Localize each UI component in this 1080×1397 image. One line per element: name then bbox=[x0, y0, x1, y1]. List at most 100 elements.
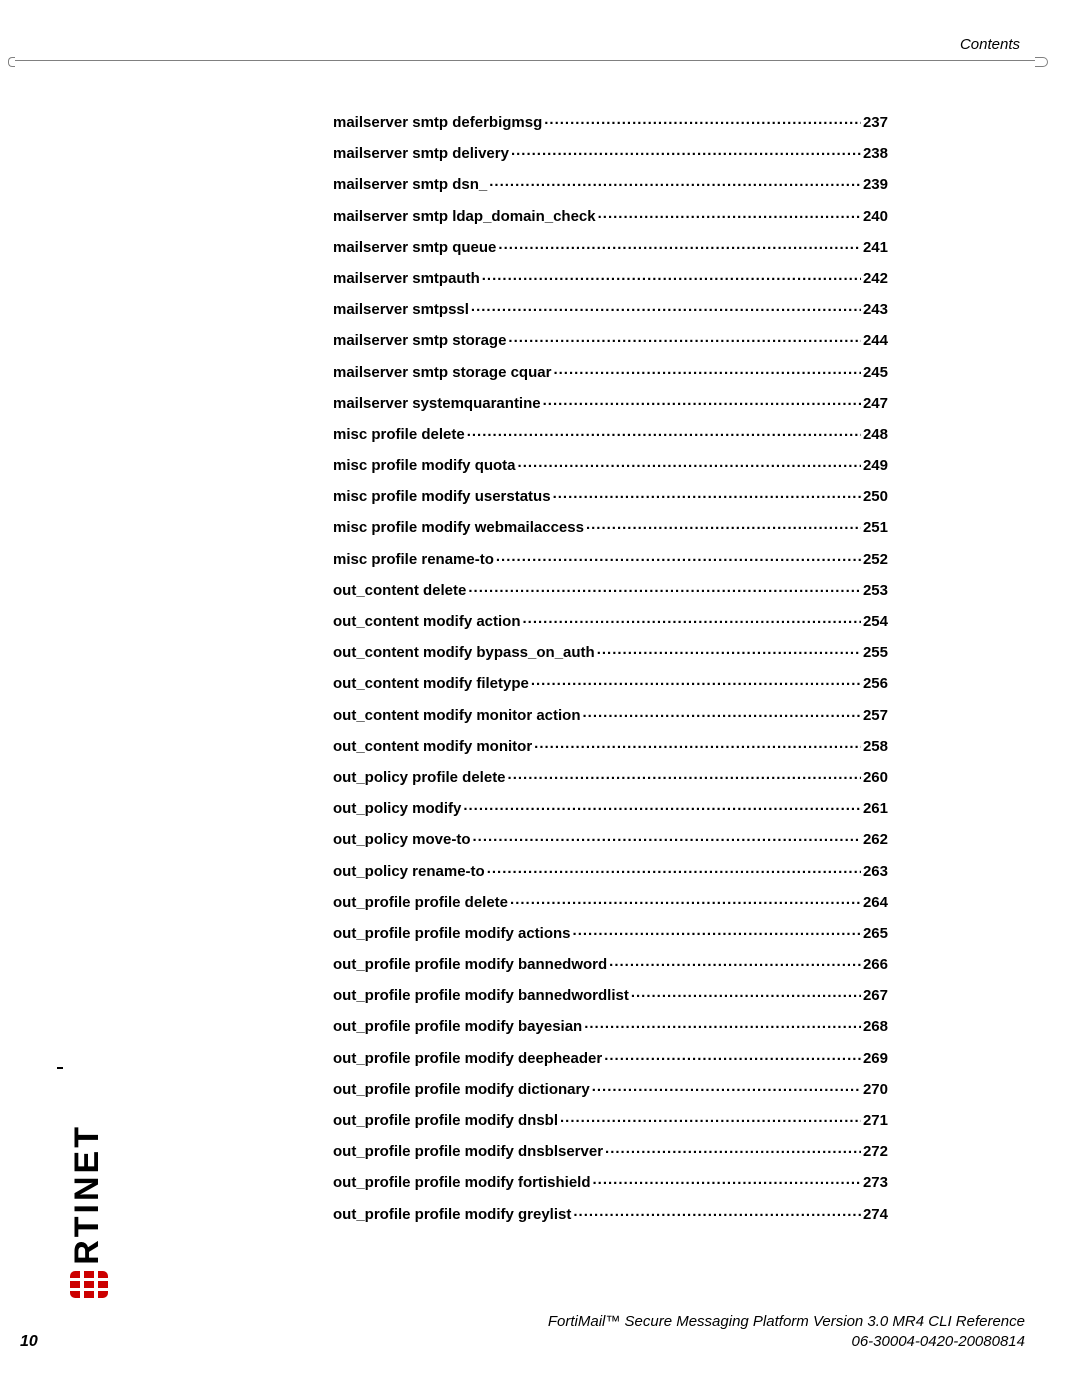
toc-entry[interactable]: mailserver systemquarantine 247 bbox=[333, 393, 888, 411]
toc-leader-dots bbox=[560, 1110, 861, 1125]
toc-entry-page: 261 bbox=[863, 801, 888, 816]
toc-leader-dots bbox=[518, 455, 861, 470]
toc-entry[interactable]: out_profile profile modify bannedwordlis… bbox=[333, 985, 888, 1003]
toc-entry[interactable]: out_policy profile delete 260 bbox=[333, 767, 888, 785]
toc-leader-dots bbox=[534, 736, 861, 751]
toc-entry-page: 256 bbox=[863, 676, 888, 691]
toc-leader-dots bbox=[523, 611, 861, 626]
toc-entry-page: 273 bbox=[863, 1175, 888, 1190]
brand-logo: RTINET bbox=[66, 1067, 108, 1297]
toc-entry-page: 274 bbox=[863, 1207, 888, 1222]
toc-leader-dots bbox=[573, 1204, 861, 1219]
toc-entry-title: out_profile profile modify bannedwordlis… bbox=[333, 988, 629, 1003]
toc-entry[interactable]: out_content modify filetype 256 bbox=[333, 673, 888, 691]
toc-entry-page: 266 bbox=[863, 957, 888, 972]
toc-entry[interactable]: out_content modify monitor 258 bbox=[333, 736, 888, 754]
toc-entry-page: 269 bbox=[863, 1051, 888, 1066]
toc-leader-dots bbox=[553, 362, 861, 377]
toc-leader-dots bbox=[473, 829, 861, 844]
toc-entry-title: misc profile modify quota bbox=[333, 458, 516, 473]
toc-entry[interactable]: mailserver smtp storage cquar 245 bbox=[333, 362, 888, 380]
toc-leader-dots bbox=[631, 985, 861, 1000]
toc-entry[interactable]: out_profile profile modify dnsblserver 2… bbox=[333, 1141, 888, 1159]
toc-leader-dots bbox=[598, 206, 861, 221]
toc-entry-title: out_profile profile modify bannedword bbox=[333, 957, 607, 972]
toc-entry-title: out_profile profile modify actions bbox=[333, 926, 571, 941]
toc-entry[interactable]: out_policy rename-to 263 bbox=[333, 861, 888, 879]
toc-entry-page: 253 bbox=[863, 583, 888, 598]
toc-entry[interactable]: misc profile rename-to 252 bbox=[333, 549, 888, 567]
toc-entry[interactable]: mailserver smtp queue 241 bbox=[333, 237, 888, 255]
toc-entry-page: 239 bbox=[863, 177, 888, 192]
toc-entry-title: out_policy profile delete bbox=[333, 770, 506, 785]
toc-entry-title: out_content delete bbox=[333, 583, 466, 598]
toc-entry[interactable]: out_profile profile modify fortishield 2… bbox=[333, 1172, 888, 1190]
toc-entry[interactable]: mailserver smtp dsn_ 239 bbox=[333, 174, 888, 192]
toc-leader-dots bbox=[593, 1172, 861, 1187]
page: Contents mailserver smtp deferbigmsg 237… bbox=[0, 0, 1080, 1397]
toc-entry-page: 248 bbox=[863, 427, 888, 442]
logo-tick bbox=[57, 1067, 63, 1069]
toc-entry-page: 242 bbox=[863, 271, 888, 286]
toc-entry[interactable]: mailserver smtpauth 242 bbox=[333, 268, 888, 286]
toc-entry[interactable]: mailserver smtp ldap_domain_check 240 bbox=[333, 206, 888, 224]
toc-entry-title: misc profile modify webmailaccess bbox=[333, 520, 584, 535]
toc-entry-title: out_policy rename-to bbox=[333, 864, 485, 879]
toc-entry-title: out_content modify filetype bbox=[333, 676, 529, 691]
toc-entry-page: 247 bbox=[863, 396, 888, 411]
toc-leader-dots bbox=[543, 393, 861, 408]
toc-leader-dots bbox=[510, 892, 861, 907]
toc-entry[interactable]: misc profile modify webmailaccess 251 bbox=[333, 517, 888, 535]
toc-entry[interactable]: out_policy move-to 262 bbox=[333, 829, 888, 847]
toc-entry[interactable]: out_profile profile modify dnsbl 271 bbox=[333, 1110, 888, 1128]
header-section-label: Contents bbox=[960, 36, 1020, 53]
toc-entry[interactable]: misc profile modify quota 249 bbox=[333, 455, 888, 473]
toc-entry-title: out_profile profile modify fortishield bbox=[333, 1175, 591, 1190]
footer-doc-id: 06-30004-0420-20080814 bbox=[548, 1332, 1025, 1352]
toc-leader-dots bbox=[508, 330, 861, 345]
toc-leader-dots bbox=[584, 1016, 861, 1031]
toc-entry[interactable]: out_content modify monitor action 257 bbox=[333, 705, 888, 723]
toc-entry-page: 254 bbox=[863, 614, 888, 629]
toc-entry[interactable]: mailserver smtp deferbigmsg 237 bbox=[333, 112, 888, 130]
toc-entry[interactable]: misc profile delete 248 bbox=[333, 424, 888, 442]
toc-leader-dots bbox=[496, 549, 861, 564]
toc-entry-title: out_profile profile modify dictionary bbox=[333, 1082, 590, 1097]
toc-entry[interactable]: out_profile profile modify dictionary 27… bbox=[333, 1079, 888, 1097]
footer-doc-title: FortiMail™ Secure Messaging Platform Ver… bbox=[548, 1312, 1025, 1332]
toc-entry[interactable]: out_profile profile modify bayesian 268 bbox=[333, 1016, 888, 1034]
toc-entry-title: misc profile modify userstatus bbox=[333, 489, 551, 504]
toc-entry[interactable]: out_profile profile delete 264 bbox=[333, 892, 888, 910]
toc-entry-page: 267 bbox=[863, 988, 888, 1003]
toc-entry[interactable]: out_profile profile modify greylist 274 bbox=[333, 1204, 888, 1222]
toc-entry[interactable]: out_profile profile modify bannedword 26… bbox=[333, 954, 888, 972]
toc-entry-title: out_content modify monitor bbox=[333, 739, 532, 754]
toc-entry[interactable]: out_content modify bypass_on_auth 255 bbox=[333, 642, 888, 660]
toc-entry[interactable]: out_content modify action 254 bbox=[333, 611, 888, 629]
toc-entry[interactable]: out_policy modify 261 bbox=[333, 798, 888, 816]
toc-leader-dots bbox=[573, 923, 861, 938]
toc-entry-title: out_policy move-to bbox=[333, 832, 471, 847]
page-number: 10 bbox=[20, 1333, 38, 1351]
toc-leader-dots bbox=[508, 767, 861, 782]
toc-leader-dots bbox=[583, 705, 861, 720]
toc-entry[interactable]: out_content delete 253 bbox=[333, 580, 888, 598]
toc-entry-page: 249 bbox=[863, 458, 888, 473]
toc-leader-dots bbox=[544, 112, 861, 127]
toc-entry-title: mailserver systemquarantine bbox=[333, 396, 541, 411]
toc-entry[interactable]: mailserver smtp delivery 238 bbox=[333, 143, 888, 161]
toc-entry-page: 241 bbox=[863, 240, 888, 255]
toc-leader-dots bbox=[482, 268, 861, 283]
toc-entry-title: mailserver smtp delivery bbox=[333, 146, 509, 161]
toc-entry[interactable]: out_profile profile modify deepheader 26… bbox=[333, 1048, 888, 1066]
toc-entry[interactable]: mailserver smtp storage 244 bbox=[333, 330, 888, 348]
toc-leader-dots bbox=[605, 1141, 861, 1156]
toc-entry[interactable]: out_profile profile modify actions 265 bbox=[333, 923, 888, 941]
toc-entry[interactable]: misc profile modify userstatus 250 bbox=[333, 486, 888, 504]
toc-entry-page: 238 bbox=[863, 146, 888, 161]
toc-leader-dots bbox=[553, 486, 861, 501]
toc-entry-page: 255 bbox=[863, 645, 888, 660]
toc-entry-title: out_profile profile delete bbox=[333, 895, 508, 910]
toc-entry[interactable]: mailserver smtpssl 243 bbox=[333, 299, 888, 317]
toc-leader-dots bbox=[463, 798, 861, 813]
